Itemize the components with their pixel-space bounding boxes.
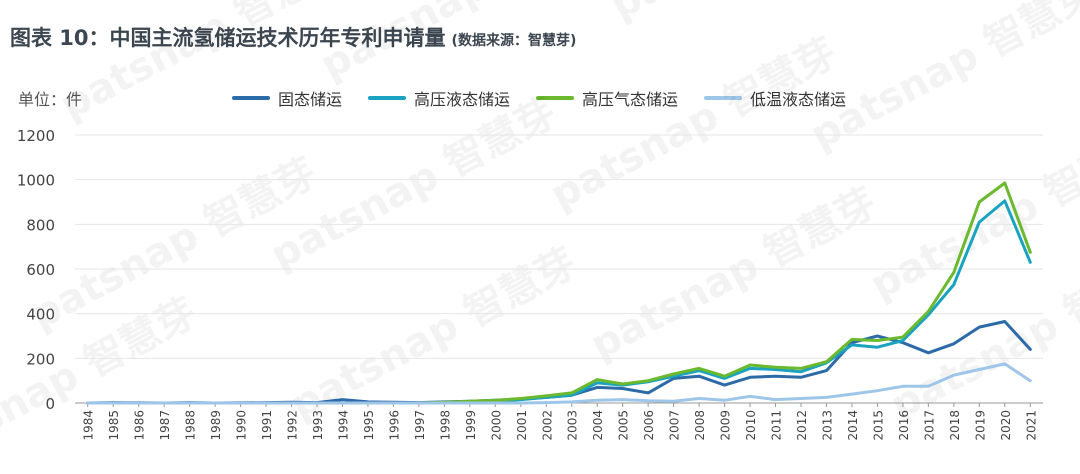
x-tick-label: 2006: [642, 410, 656, 441]
y-tick-label: 0: [45, 395, 55, 413]
y-tick-label: 600: [26, 261, 55, 279]
legend-swatch: [368, 96, 407, 100]
x-tick-label: 2012: [795, 410, 809, 441]
y-tick-label: 200: [26, 350, 55, 368]
x-tick-label: 1986: [133, 410, 147, 441]
x-tick-label: 1984: [82, 410, 96, 441]
x-tick-label: 1996: [387, 410, 401, 441]
legend-swatch: [704, 96, 743, 100]
x-tick-label: 2008: [693, 410, 707, 441]
x-tick-label: 2020: [999, 410, 1013, 441]
y-tick-label: 1200: [17, 127, 55, 145]
title-text: 图表 10：中国主流氢储运技术历年专利申请量: [10, 26, 446, 50]
x-tick-label: 2009: [719, 410, 733, 441]
watermark-text: patsnap 智慧芽: [583, 180, 884, 369]
x-tick-label: 2007: [668, 410, 682, 441]
legend-item-1: 高压液态储运: [368, 86, 510, 110]
legend-item-0: 固态储运: [232, 86, 342, 110]
legend-item-2: 高压气态储运: [536, 86, 678, 110]
x-tick-label: 1997: [413, 410, 427, 441]
x-tick-label: 1995: [362, 410, 376, 441]
x-tick-label: 1992: [286, 410, 300, 441]
legend-label: 高压液态储运: [414, 90, 511, 109]
x-tick-label: 2019: [973, 410, 987, 441]
x-tick-label: 1999: [464, 410, 478, 441]
legend-label: 低温液态储运: [750, 90, 847, 109]
legend-label: 固态储运: [278, 90, 343, 109]
x-tick-label: 2015: [871, 410, 885, 441]
x-tick-label: 2003: [566, 410, 580, 441]
x-tick-label: 1985: [107, 410, 121, 441]
x-tick-label: 1994: [336, 410, 350, 441]
x-tick-label: 1987: [158, 410, 172, 441]
x-tick-label: 2017: [922, 410, 936, 441]
x-tick-label: 2005: [617, 410, 631, 441]
watermark-text: patsnap 智慧芽: [603, 0, 904, 29]
x-tick-label: 2004: [591, 410, 605, 441]
legend: 固态储运 高压液态储运 高压气态储运 低温液态储运: [232, 86, 846, 110]
x-tick-label: 2014: [846, 410, 860, 441]
source-note: (数据来源：智慧芽): [451, 33, 577, 49]
x-tick-label: 2010: [744, 410, 758, 441]
x-tick-label: 1991: [260, 410, 274, 441]
legend-swatch: [536, 96, 575, 100]
x-tick-label: 2018: [948, 410, 962, 441]
legend-label: 高压气态储运: [582, 90, 679, 109]
series-line-3: [86, 362, 1032, 405]
watermark-text: patsnap 智慧芽: [53, 0, 354, 129]
x-tick-label: 1989: [209, 410, 223, 441]
watermark-text: patsnap 智慧芽: [543, 30, 844, 219]
legend-item-3: 低温液态储运: [704, 86, 846, 110]
x-tick-label: 2016: [897, 410, 911, 441]
x-tick-label: 2001: [515, 410, 529, 441]
x-tick-label: 1993: [311, 410, 325, 441]
y-tick-label: 400: [26, 306, 55, 324]
y-tick-label: 1000: [17, 172, 55, 190]
chart-title: 图表 10：中国主流氢储运技术历年专利申请量 (数据来源：智慧芽): [10, 22, 576, 52]
legend-swatch: [232, 96, 270, 100]
watermark-text: patsnap 智慧芽: [313, 0, 614, 89]
x-tick-label: 2011: [770, 410, 784, 441]
x-tick-label: 2000: [489, 410, 503, 441]
x-tick-label: 2002: [540, 410, 554, 441]
x-tick-label: 2021: [1024, 410, 1038, 441]
y-tick-label: 800: [26, 216, 55, 234]
x-tick-label: 1990: [235, 410, 249, 441]
x-tick-label: 1998: [438, 410, 452, 441]
watermark-text: patsnap 智慧芽: [863, 120, 1080, 309]
x-tick-label: 1988: [184, 410, 198, 441]
y-axis-unit-label: 单位：件: [18, 90, 83, 109]
x-tick-label: 2013: [820, 410, 834, 441]
